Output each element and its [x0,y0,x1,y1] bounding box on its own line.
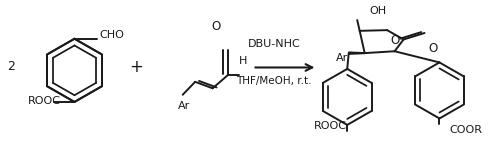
Text: Ar: Ar [178,100,190,110]
Text: ROOC: ROOC [314,121,347,131]
Text: 2: 2 [6,60,14,73]
Text: O: O [390,34,400,47]
Text: DBU-NHC: DBU-NHC [248,39,300,49]
Text: OH: OH [370,6,387,16]
Text: Ar: Ar [336,53,348,63]
Text: ROOC: ROOC [28,96,61,106]
Text: H: H [238,56,247,66]
Text: THF/MeOH, r.t.: THF/MeOH, r.t. [236,76,312,86]
Text: COOR: COOR [450,125,482,135]
Text: CHO: CHO [100,30,124,40]
Text: +: + [130,58,143,76]
Text: O: O [428,42,438,55]
Text: O: O [212,20,220,33]
